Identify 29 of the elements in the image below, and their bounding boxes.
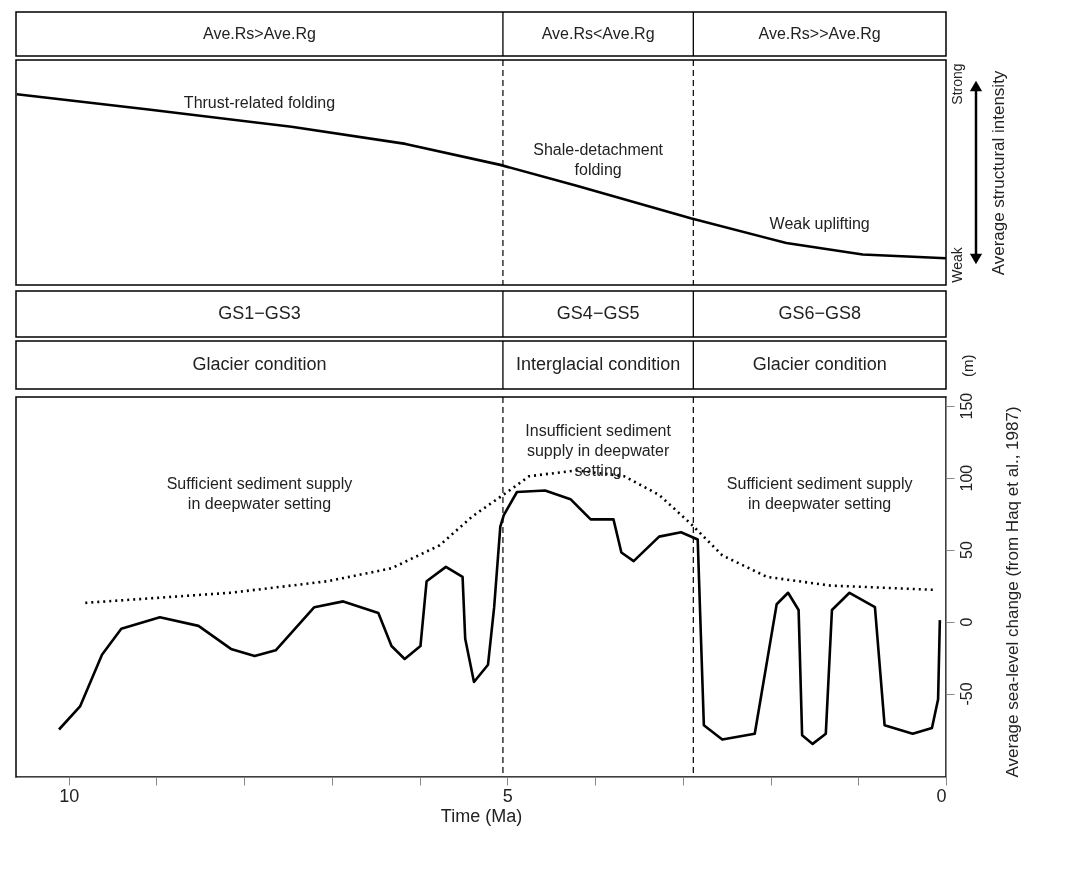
x-tick-label: 0 [936, 785, 947, 806]
y-tick-label: 150 [957, 392, 975, 420]
x-tick-label: 10 [59, 785, 80, 806]
y-tick-label: -50 [957, 682, 975, 706]
annotation: Sufficient sediment supply in deepwater setting [726, 475, 913, 513]
y-tick-label: 100 [957, 464, 975, 492]
text: GS4−GS5 [556, 303, 640, 323]
y-tick-label: 0 [957, 617, 975, 627]
text: Strong [949, 63, 965, 105]
text: Ave.Rs>Ave.Rg [203, 25, 316, 42]
annotation: Weak uplifting [769, 215, 870, 233]
y-axis-title: Average structural intensity [988, 70, 1008, 276]
text: GS6−GS8 [778, 303, 861, 323]
text: GS1−GS3 [218, 303, 301, 323]
y-axis-title: Average sea-level change (from Haq et al., 1987) [1002, 406, 1022, 778]
annotation: Insufficient sediment supply in deepwater setting [525, 422, 672, 480]
y-tick-label: 50 [957, 541, 975, 559]
annotation: Sufficient sediment supply in deepwater setting [166, 475, 353, 513]
x-axis-title: Time (Ma) [440, 805, 523, 826]
text: (m) [959, 354, 976, 377]
text: Ave.Rs>>Ave.Rg [758, 25, 881, 42]
text: Ave.Rs<Ave.Rg [541, 25, 655, 42]
text: Glacier condition [752, 354, 887, 374]
text: Glacier condition [192, 354, 327, 374]
annotation: Thrust-related folding [183, 93, 336, 111]
text: Weak [949, 246, 965, 283]
annotation: Shale-detachment folding [533, 141, 664, 178]
x-tick-label: 5 [502, 785, 513, 806]
text: Interglacial condition [516, 354, 681, 374]
